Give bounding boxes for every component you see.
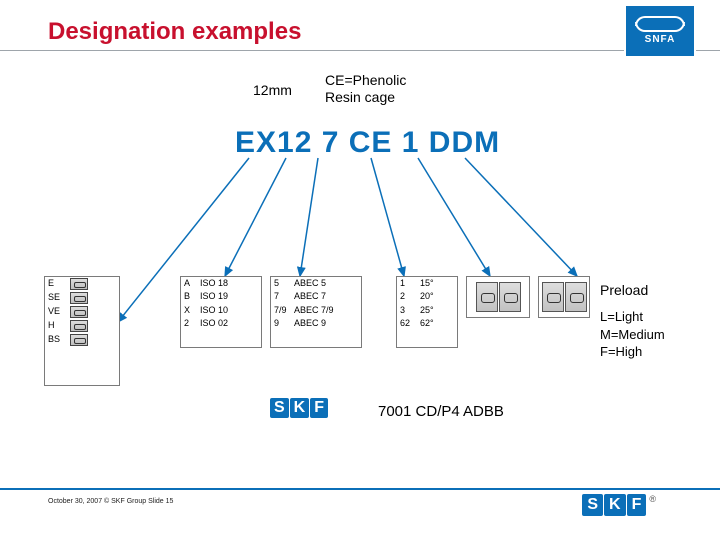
preload-list: L=Light M=Medium F=High <box>600 308 665 361</box>
bearing-icon <box>70 278 88 290</box>
skf-letter: K <box>604 494 626 516</box>
ref-table-arrangement <box>538 276 590 318</box>
table-row: 9ABEC 9 <box>271 317 361 330</box>
slide: Designation examples SNFA 12mm CE=Phenol… <box>0 0 720 540</box>
preload-item: F=High <box>600 343 665 361</box>
page-title: Designation examples <box>48 18 301 46</box>
table-row: AISO 18 <box>181 277 261 290</box>
table-row: 220° <box>397 290 457 303</box>
skf-letter: S <box>270 398 289 418</box>
annotation-cage: CE=Phenolic Resin cage <box>325 72 406 106</box>
table-row: VE <box>45 305 119 319</box>
annotation-cage-line1: CE=Phenolic <box>325 72 406 89</box>
table-row: H <box>45 319 119 333</box>
bearing-icon <box>70 334 88 346</box>
registered-icon: ® <box>649 494 656 504</box>
title-rule <box>0 50 720 51</box>
skf-logo-footer: SKF® <box>582 494 656 516</box>
table-row: BS <box>45 333 119 347</box>
equivalent-code: 7001 CD/P4 ADBB <box>378 403 504 420</box>
bearing-icon <box>70 292 88 304</box>
skf-letter: S <box>582 494 603 516</box>
snfa-logo-text: SNFA <box>645 34 676 45</box>
annotation-bore: 12mm <box>253 82 292 98</box>
table-row: 7/9ABEC 7/9 <box>271 304 361 317</box>
ref-table-iso: AISO 18BISO 19XISO 102ISO 02 <box>180 276 262 348</box>
skf-letter: F <box>310 398 328 418</box>
table-row: 6262° <box>397 317 457 330</box>
skf-letter: K <box>290 398 310 418</box>
table-row: 5ABEC 5 <box>271 277 361 290</box>
table-row: BISO 19 <box>181 290 261 303</box>
table-row: 2ISO 02 <box>181 317 261 330</box>
ref-table-abec: 5ABEC 57ABEC 77/9ABEC 7/99ABEC 9 <box>270 276 362 348</box>
annotation-cage-line2: Resin cage <box>325 89 406 106</box>
ref-table-series: ESEVEHBS <box>44 276 120 386</box>
table-row: 325° <box>397 304 457 317</box>
table-row: 7ABEC 7 <box>271 290 361 303</box>
ref-table-angle: 115°220°325°6262° <box>396 276 458 348</box>
preload-item: M=Medium <box>600 326 665 344</box>
preload-label: Preload <box>600 282 648 298</box>
footer-rule <box>0 488 720 490</box>
ref-table-seal <box>466 276 530 318</box>
skf-logo-small: SKF <box>270 398 350 424</box>
bearing-icon <box>70 320 88 332</box>
table-row: XISO 10 <box>181 304 261 317</box>
table-row: 115° <box>397 277 457 290</box>
skf-letter: F <box>627 494 647 516</box>
bearing-icon <box>70 306 88 318</box>
designation-code: EX12 7 CE 1 DDM <box>235 126 500 160</box>
table-row: E <box>45 277 119 291</box>
snfa-logo: SNFA <box>624 4 696 58</box>
footer-text: October 30, 2007 © SKF Group Slide 15 <box>48 498 173 505</box>
preload-item: L=Light <box>600 308 665 326</box>
table-row: SE <box>45 291 119 305</box>
